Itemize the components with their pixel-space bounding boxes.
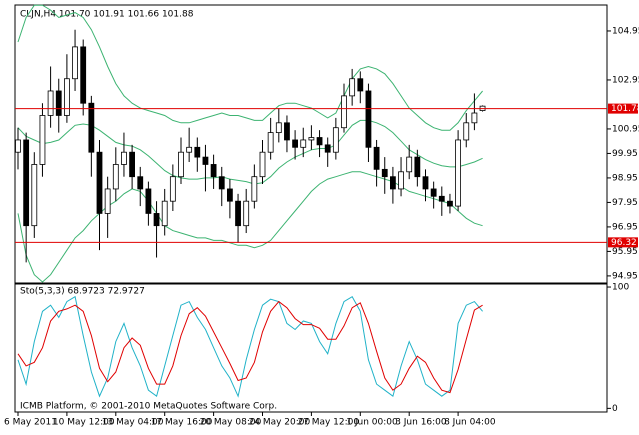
candle-body (292, 139, 299, 148)
candle-body (406, 156, 413, 173)
footer: ICMB Platform, © 2001-2010 MetaQuotes So… (20, 402, 277, 412)
candle-body (194, 146, 201, 158)
candle-body (218, 176, 225, 190)
x-tick-label: 13 May 04:00 (102, 418, 164, 428)
stochastic-title: Sto(5,3,3) 68.9723 72.9727 (20, 287, 145, 297)
candle-body (422, 176, 429, 190)
candle-body (398, 171, 404, 190)
y-tick-label: 99.95 (612, 149, 638, 159)
stochastic-panel (14, 283, 608, 413)
candle-body (267, 132, 274, 153)
candle-body (235, 200, 241, 227)
candle-body (275, 122, 282, 134)
candle-body (316, 137, 323, 146)
candle-body (381, 168, 388, 178)
candle-body (112, 164, 119, 190)
candle-body (341, 95, 347, 129)
candle-body (259, 151, 266, 178)
candle-body (31, 164, 38, 227)
candle-body (447, 200, 453, 207)
candle-body (186, 146, 193, 153)
level-label-bg (608, 237, 638, 248)
x-tick-label: 1 Jun 00:00 (346, 418, 398, 428)
candle-body (88, 102, 95, 153)
candle-body (121, 151, 127, 165)
candle-body (129, 151, 136, 178)
x-tick-label: 20 May 08:00 (200, 418, 262, 428)
indicator-line (17, 300, 483, 394)
candle-body (96, 151, 103, 214)
candle-body (39, 115, 46, 165)
candle-body (324, 144, 331, 153)
candle-body (104, 188, 111, 214)
x-tick-label: 17 May 16:00 (151, 418, 213, 428)
y-tick-label: 96.95 (612, 222, 638, 232)
y-tick-label: 98.95 (612, 173, 638, 183)
candle-body (251, 176, 258, 202)
x-tick-label: 3 Jun 16:00 (395, 418, 447, 428)
candle-body (357, 78, 364, 92)
candle-body (430, 188, 437, 197)
level-label: 96.32 (611, 238, 637, 248)
candle-body (300, 139, 307, 148)
candle-body (463, 122, 470, 141)
y-tick-label: 100 (612, 283, 629, 293)
candle-body (145, 188, 152, 214)
y-tick-label: 95.95 (612, 247, 638, 257)
candle-body (169, 176, 176, 202)
candle-body (308, 137, 315, 141)
candle-body (332, 127, 339, 153)
candle-body (55, 90, 62, 116)
candle-body (153, 213, 160, 227)
y-tick-label: 104.95 (612, 26, 639, 36)
x-tick-label: 27 May 12:00 (297, 418, 359, 428)
x-tick-label: 24 May 20:00 (249, 418, 311, 428)
level-label: 101.78 (611, 104, 639, 114)
x-tick-label: 6 May 2011 (4, 418, 57, 428)
candle-body (284, 122, 290, 141)
candle-body (178, 151, 184, 178)
candle-body (455, 139, 462, 207)
candle-body (64, 78, 70, 116)
candle-body (210, 164, 217, 178)
y-tick-label: 102.95 (612, 75, 639, 85)
candle-body (373, 146, 380, 170)
candle-body (438, 195, 445, 202)
x-tick-label: 8 Jun 04:00 (444, 418, 496, 428)
candle-body (471, 112, 478, 124)
candle-body (365, 90, 372, 148)
x-tick-label: 10 May 12:00 (53, 418, 115, 428)
y-tick-label: 100.95 (612, 124, 639, 134)
candle-body (389, 176, 396, 190)
candle-body (47, 90, 54, 116)
candle-body (202, 156, 209, 165)
y-tick-label: 0 (612, 404, 618, 414)
y-tick-label: 97.95 (612, 198, 638, 208)
candle-body (23, 139, 30, 227)
candle-body (15, 139, 21, 153)
candle-body (161, 200, 168, 227)
candle-body (243, 200, 250, 227)
candle-body (72, 46, 78, 80)
candle-body (80, 46, 87, 104)
candle-body (137, 176, 144, 190)
indicator-line (17, 295, 483, 398)
indicator-line (17, 4, 483, 131)
y-tick-label: 94.95 (612, 271, 638, 281)
candle-body (226, 188, 233, 202)
level-label-bg (608, 103, 638, 114)
indicator-line (17, 119, 483, 185)
candle-body (414, 156, 421, 178)
price-title: CLJN,H4 101.70 101.91 101.66 101.88 (20, 10, 194, 20)
indicator-line (17, 171, 483, 283)
candle-body (349, 78, 356, 97)
